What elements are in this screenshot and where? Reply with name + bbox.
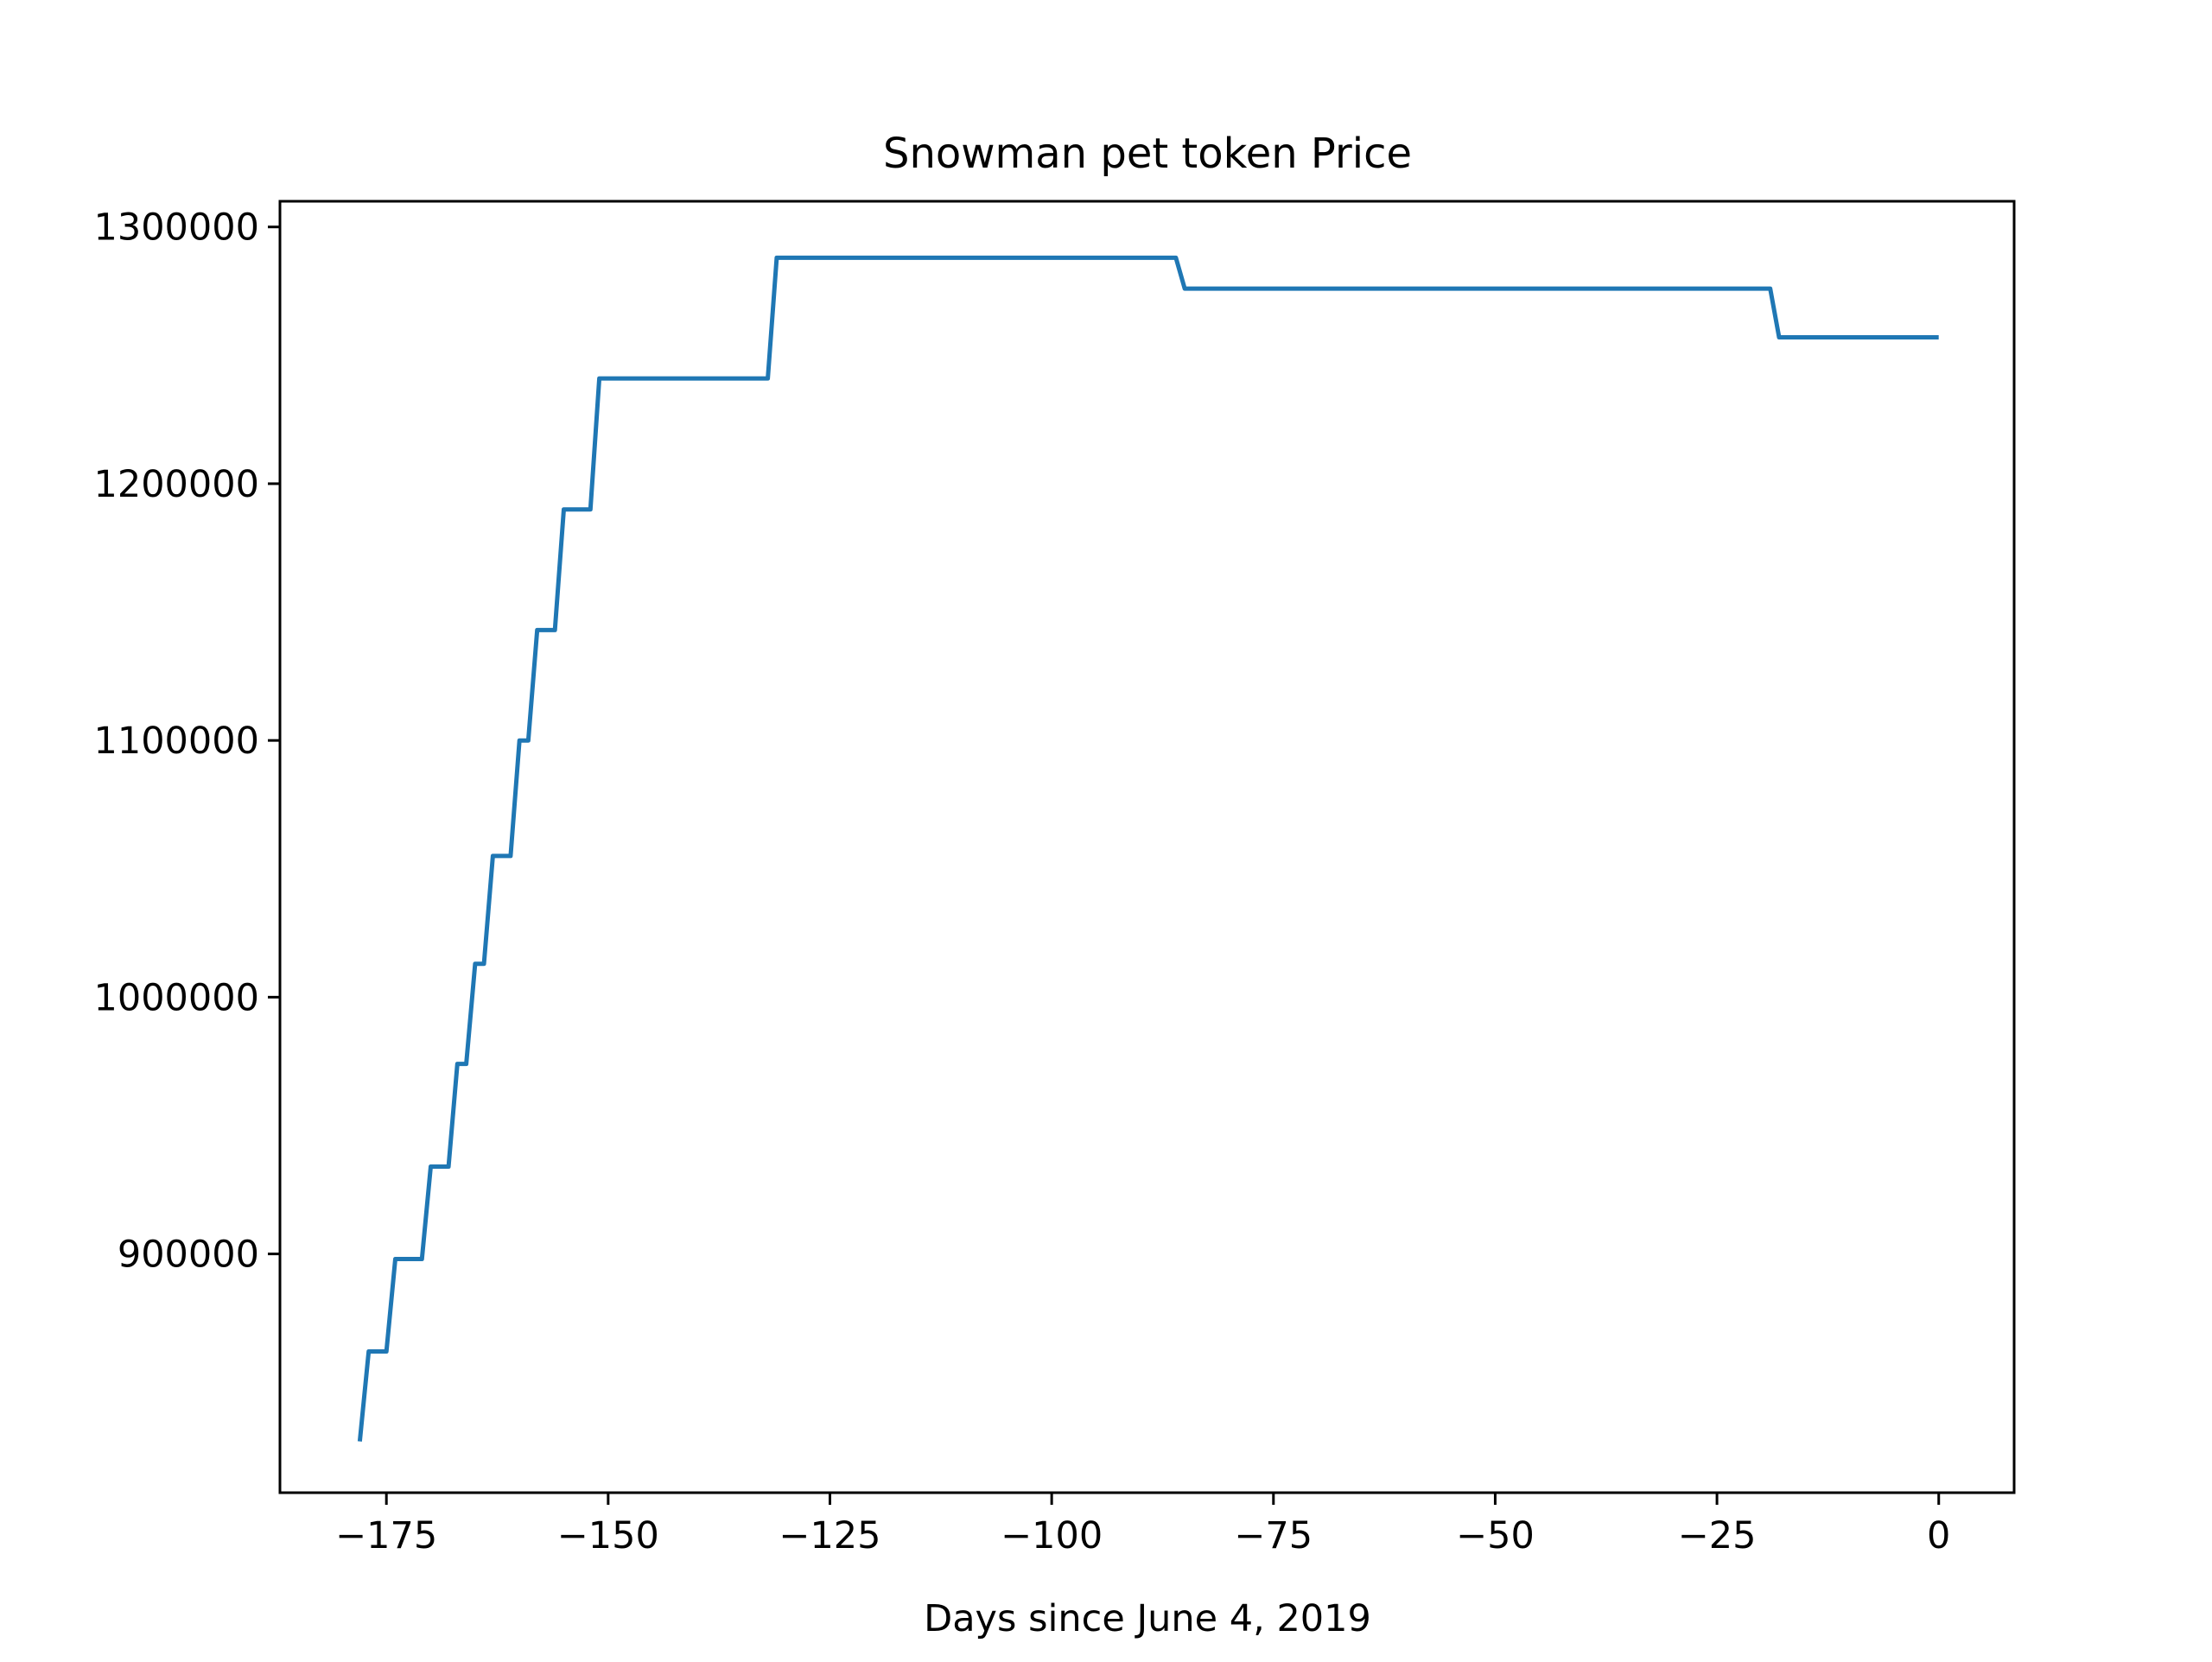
price-series-line bbox=[357, 255, 1939, 1442]
x-tick-label: −125 bbox=[779, 1514, 880, 1557]
y-tick-label: 1000000 bbox=[93, 976, 259, 1019]
y-tick-label: 1200000 bbox=[93, 463, 259, 506]
x-tick-label: −50 bbox=[1456, 1514, 1535, 1557]
x-axis-ticks: −175 −150 −125 −100 −75 −50 −25 0 bbox=[335, 1493, 1950, 1557]
chart-title: Snowman pet token Price bbox=[883, 130, 1412, 178]
y-tick-label: 900000 bbox=[118, 1234, 259, 1277]
x-tick-label: −100 bbox=[1001, 1514, 1103, 1557]
x-tick-label: 0 bbox=[1927, 1514, 1950, 1557]
x-tick-label: −150 bbox=[557, 1514, 659, 1557]
y-tick-label: 1300000 bbox=[93, 206, 259, 250]
x-tick-label: −25 bbox=[1678, 1514, 1757, 1557]
plot-area bbox=[357, 255, 1939, 1442]
x-tick-label: −75 bbox=[1234, 1514, 1313, 1557]
y-tick-label: 1100000 bbox=[93, 720, 259, 763]
axes-frame bbox=[278, 200, 2016, 1494]
x-tick-label: −175 bbox=[335, 1514, 437, 1557]
y-axis-ticks: 900000 1000000 1100000 1200000 1300000 bbox=[93, 206, 280, 1277]
x-axis-label: Days since June 4, 2019 bbox=[924, 1597, 1371, 1640]
